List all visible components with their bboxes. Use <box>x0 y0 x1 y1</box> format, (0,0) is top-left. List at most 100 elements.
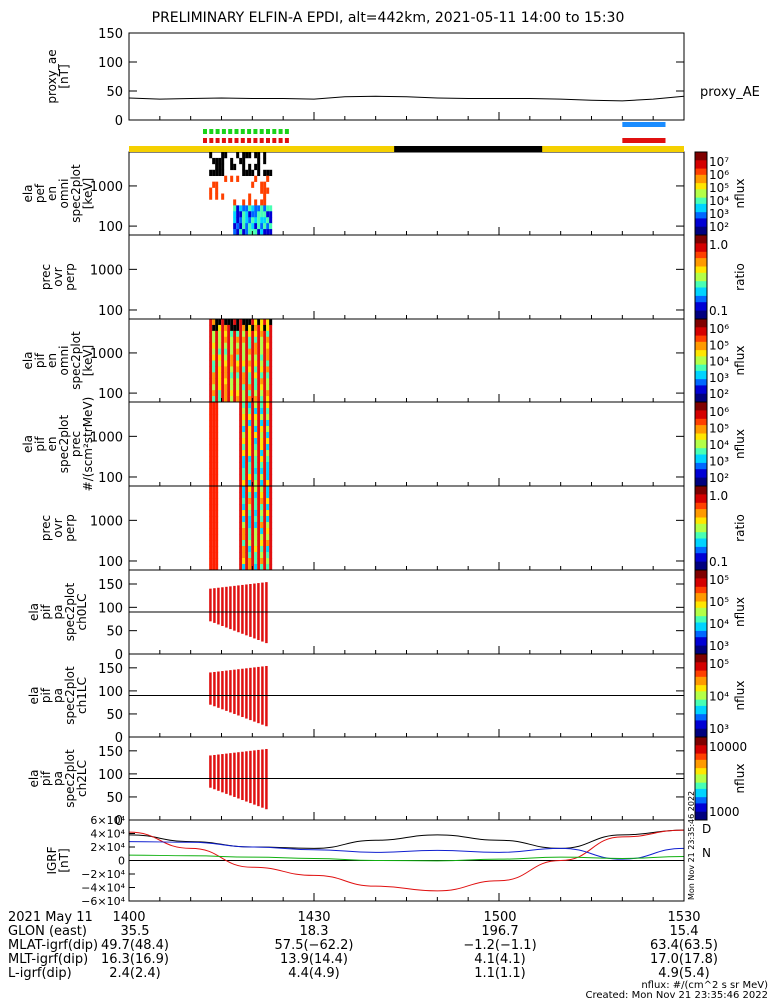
pitch-angle-stripe <box>265 582 268 644</box>
spectrogram-cell <box>269 378 273 385</box>
colorbar-cell <box>695 496 707 500</box>
spectrogram-cell <box>266 211 270 218</box>
colorbar-cell <box>695 633 707 636</box>
spectrogram-cell <box>242 462 246 469</box>
colorbar-tick-label: 10⁷ <box>709 155 729 169</box>
spectrogram-cell <box>209 486 213 493</box>
spectrogram-cell <box>224 152 228 159</box>
pitch-angle-stripe <box>209 672 212 705</box>
spectrogram-cell <box>266 426 270 433</box>
spectrogram-cell <box>254 229 258 236</box>
spectrogram-cell <box>209 558 213 565</box>
spectrogram-cell <box>236 211 240 218</box>
spectrogram-cell <box>263 480 267 487</box>
colorbar-cell <box>695 737 707 740</box>
pitch-angle-stripe <box>225 753 228 794</box>
y-axis-label-line: ela <box>27 769 41 787</box>
spectrogram-cell <box>212 342 216 349</box>
spectrogram-cell <box>260 432 264 439</box>
colorbar-label: nflux <box>733 597 747 627</box>
igrf-series-green <box>128 854 685 862</box>
colorbar-cell <box>695 372 707 376</box>
spectrogram-cell <box>248 552 252 559</box>
spectrogram-cell <box>218 319 222 326</box>
spectrogram-cell <box>212 444 216 451</box>
spectrogram-cell <box>224 324 228 332</box>
colorbar-cell <box>695 308 707 312</box>
spectrogram-cell <box>239 438 243 445</box>
pitch-angle-stripe <box>241 751 244 801</box>
spectrogram-cell <box>263 408 267 415</box>
spectrogram-cell <box>263 564 267 571</box>
colorbar-cell <box>695 208 707 211</box>
spectrogram-cell <box>215 372 219 379</box>
y-tick-label: 0 <box>115 814 123 829</box>
spectrogram-cell <box>212 474 216 481</box>
colorbar-cell <box>695 513 707 516</box>
colorbar-cell <box>695 674 707 678</box>
date-label: 2021 May 11 <box>8 910 93 925</box>
spectrogram-cell <box>233 211 237 218</box>
spectrogram-cell <box>245 546 249 553</box>
colorbar-cell <box>695 268 707 272</box>
y-axis-label-line: en <box>45 437 59 452</box>
spectrogram-cell <box>212 462 216 469</box>
spectrogram-cell <box>248 360 252 367</box>
spectrogram-cell <box>248 564 252 571</box>
colorbar-cell <box>695 515 707 518</box>
spectrogram-cell <box>263 384 267 391</box>
colorbar-cell <box>695 584 707 588</box>
spectrogram-cell <box>263 396 267 403</box>
colorbar-cell <box>695 473 707 476</box>
spectrogram-cell <box>212 528 216 535</box>
spectrogram-cell <box>248 522 252 529</box>
spectrogram-cell <box>260 330 264 338</box>
spectrogram-cell <box>266 330 270 338</box>
spectrogram-cell <box>233 199 237 206</box>
colorbar-cell <box>695 788 707 792</box>
colorbar-tick-label: 0.1 <box>709 555 728 569</box>
spectrogram-cell <box>254 390 258 397</box>
spectrogram-cell <box>260 522 264 529</box>
spectrogram-cell <box>215 193 219 200</box>
colorbar-cell <box>695 187 707 190</box>
spectrogram-cell <box>266 319 270 326</box>
spectrogram-cell <box>224 384 228 391</box>
spectrogram-cell <box>248 510 252 517</box>
colorbar-cell <box>695 247 707 251</box>
colorbar-cell <box>695 743 707 746</box>
colorbar-cell <box>695 540 707 544</box>
colorbar-cell <box>695 214 707 217</box>
y-tick-label: 100 <box>98 555 123 570</box>
colorbar-cell <box>695 460 707 464</box>
colorbar-cell <box>695 343 707 347</box>
colorbar-cell <box>695 224 707 228</box>
colorbar-cell <box>695 331 707 335</box>
spectrogram-cell <box>215 450 219 457</box>
spectrogram-cell <box>209 516 213 523</box>
colorbar-cell <box>695 452 707 455</box>
science-zone-tick-red <box>253 138 258 143</box>
colorbar-tick-label: 1000 <box>709 805 740 819</box>
y-tick-label: −6×10⁴ <box>81 895 125 908</box>
colorbar-cell <box>695 444 707 447</box>
spectrogram-cell <box>209 510 213 517</box>
colorbar-tick-label: 10⁴ <box>709 617 729 631</box>
spectrogram-cell <box>266 217 270 224</box>
pitch-angle-stripe <box>233 752 236 797</box>
colorbar-cell <box>695 786 707 790</box>
colorbar-cell <box>695 782 707 786</box>
colorbar-cell <box>695 490 707 493</box>
colorbar-cell <box>695 310 707 314</box>
spectrogram-cell <box>257 408 261 415</box>
colorbar-cell <box>695 345 707 349</box>
spectrogram-cell <box>215 516 219 523</box>
colorbar-cell <box>695 774 707 777</box>
colorbar-cell <box>695 306 707 309</box>
colorbar-cell <box>695 799 707 802</box>
colorbar-cell <box>695 666 707 670</box>
colorbar-cell <box>695 256 707 259</box>
colorbar-cell <box>695 753 707 757</box>
colorbar-cell <box>695 603 707 607</box>
colorbar-cell <box>695 749 707 753</box>
